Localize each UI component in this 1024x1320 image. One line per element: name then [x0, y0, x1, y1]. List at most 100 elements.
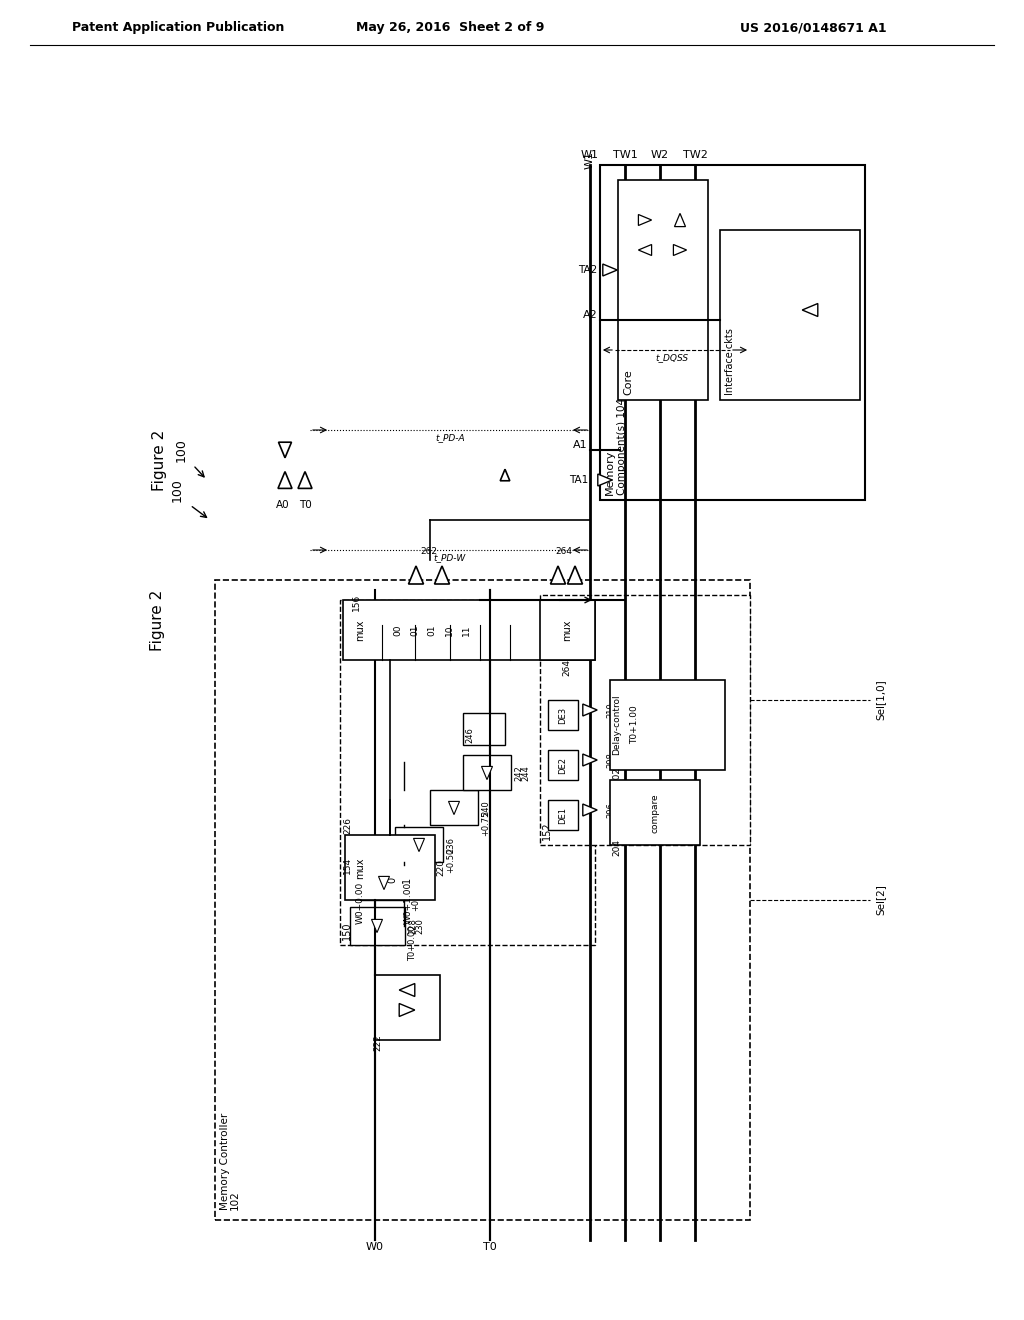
Polygon shape	[481, 767, 493, 780]
Text: mux: mux	[355, 619, 365, 640]
Text: T0+1.00: T0+1.00	[631, 706, 640, 744]
Text: 208: 208	[606, 752, 615, 768]
Bar	[360, 865, 408, 900]
Polygon shape	[278, 471, 292, 488]
Bar	[600, 165, 865, 500]
Text: DE1: DE1	[558, 807, 567, 824]
Text: 222: 222	[373, 1035, 382, 1052]
Text: TA2: TA2	[578, 265, 597, 275]
Text: 100: 100	[175, 438, 188, 462]
Text: TA1: TA1	[568, 475, 588, 484]
Text: DE3: DE3	[558, 706, 567, 723]
Bar	[430, 789, 478, 825]
Bar	[343, 601, 595, 660]
Text: 10: 10	[444, 624, 454, 636]
Text: +0.75: +0.75	[481, 810, 490, 836]
Text: Memory: Memory	[605, 450, 615, 495]
Polygon shape	[372, 920, 383, 933]
Text: 240: 240	[481, 800, 490, 816]
Text: 102: 102	[230, 1191, 240, 1210]
Bar	[610, 680, 725, 770]
Text: A0: A0	[276, 500, 290, 510]
Text: T0+0.00: T0+0.00	[408, 925, 417, 961]
Text: Figure 2: Figure 2	[150, 589, 165, 651]
Text: 220: 220	[436, 859, 445, 876]
Polygon shape	[449, 801, 460, 814]
Bar	[548, 750, 578, 780]
Polygon shape	[598, 474, 612, 486]
Polygon shape	[583, 804, 597, 816]
Text: A2: A2	[584, 310, 598, 319]
Text: W2: W2	[651, 150, 669, 160]
Text: 100: 100	[171, 478, 183, 502]
Text: Sel[1,0]: Sel[1,0]	[874, 680, 885, 721]
Text: 228: 228	[408, 919, 417, 935]
Text: +0.25: +0.25	[411, 886, 420, 911]
Polygon shape	[674, 244, 687, 256]
Text: mux: mux	[562, 619, 572, 640]
Bar	[350, 907, 406, 945]
Text: DE2: DE2	[558, 756, 567, 774]
Polygon shape	[298, 471, 312, 488]
Text: A1: A1	[573, 440, 588, 450]
Text: Interface ckts: Interface ckts	[725, 329, 735, 395]
Polygon shape	[802, 304, 818, 317]
Text: Delay-control: Delay-control	[612, 694, 622, 755]
Text: 236: 236	[446, 837, 455, 853]
Text: mux: mux	[355, 857, 365, 879]
Text: 264: 264	[555, 548, 572, 557]
Polygon shape	[279, 442, 292, 458]
Text: W0+0.00: W0+0.00	[355, 882, 365, 924]
Text: 232: 232	[411, 875, 420, 891]
Text: 226: 226	[343, 817, 352, 833]
Text: t_PD-W: t_PD-W	[434, 553, 466, 562]
Text: compare: compare	[650, 793, 659, 833]
Bar	[618, 180, 708, 400]
Bar	[375, 975, 440, 1040]
Bar	[340, 601, 595, 945]
Text: W1: W1	[581, 150, 599, 160]
Text: 230: 230	[415, 919, 424, 935]
Text: Core: Core	[623, 370, 633, 395]
Text: 152: 152	[542, 821, 552, 840]
Text: 262: 262	[421, 548, 437, 557]
Polygon shape	[434, 566, 450, 583]
Polygon shape	[500, 469, 510, 480]
Polygon shape	[603, 264, 617, 276]
Text: Figure 2: Figure 2	[152, 429, 167, 491]
Polygon shape	[399, 983, 415, 997]
Polygon shape	[414, 838, 425, 851]
Bar	[540, 601, 595, 660]
Text: US 2016/0148671 A1: US 2016/0148671 A1	[740, 21, 887, 34]
Polygon shape	[583, 754, 597, 766]
Bar	[345, 836, 435, 900]
Polygon shape	[379, 876, 389, 890]
Text: 244: 244	[521, 766, 530, 781]
Text: Patent Application Publication: Patent Application Publication	[72, 21, 285, 34]
Bar	[720, 230, 860, 400]
Bar	[463, 713, 505, 744]
Text: 206: 206	[606, 803, 615, 818]
Text: Component(s) 104: Component(s) 104	[617, 397, 627, 495]
Text: 210: 210	[606, 702, 615, 718]
Bar	[395, 828, 443, 862]
Bar	[548, 700, 578, 730]
Text: T0: T0	[483, 1242, 497, 1251]
Text: 204: 204	[612, 840, 621, 857]
Polygon shape	[583, 704, 597, 715]
Polygon shape	[551, 566, 565, 583]
Polygon shape	[567, 566, 583, 583]
Text: W1: W1	[585, 150, 595, 169]
Text: 00: 00	[393, 624, 402, 636]
Bar	[215, 579, 750, 1220]
Text: W0+1.00: W0+1.00	[403, 882, 413, 924]
Polygon shape	[409, 566, 424, 583]
Text: 0: 0	[387, 876, 397, 883]
Text: 202: 202	[612, 767, 621, 784]
Text: 242: 242	[514, 766, 523, 781]
Text: TW2: TW2	[683, 150, 708, 160]
Bar	[610, 780, 700, 845]
Text: 01: 01	[427, 624, 436, 636]
Text: T0: T0	[299, 500, 311, 510]
Text: May 26, 2016  Sheet 2 of 9: May 26, 2016 Sheet 2 of 9	[355, 21, 544, 34]
